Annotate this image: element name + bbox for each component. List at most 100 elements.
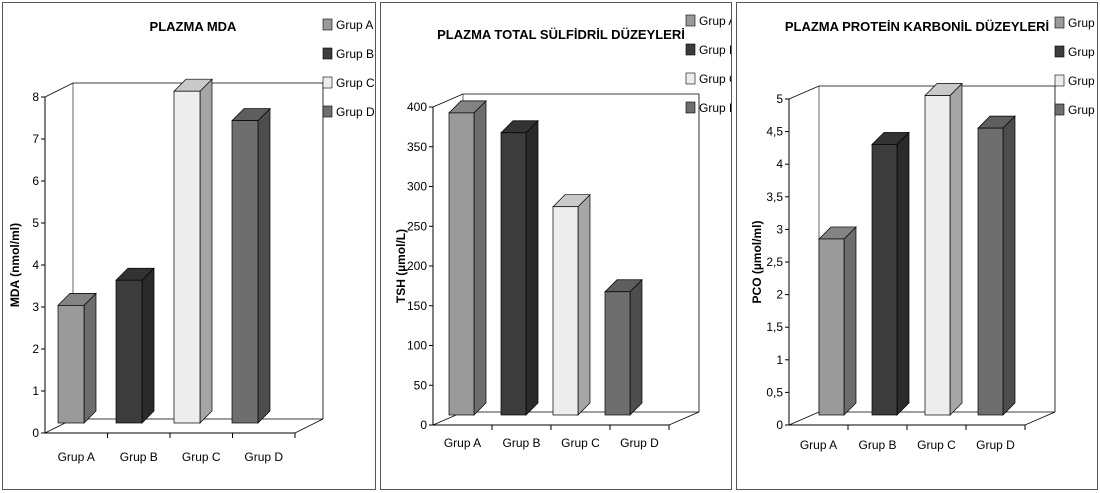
x-tick-label-grup-c: Grup C: [182, 450, 221, 464]
bar-front-face: [977, 127, 1004, 416]
bar-side-face: [199, 78, 213, 424]
bar-grup-a: [448, 100, 487, 416]
x-tick-label-grup-c: Grup C: [917, 438, 956, 452]
bar-front-face: [448, 112, 475, 416]
legend-swatch-grup-d: [322, 105, 333, 118]
legend-swatch-grup-a: [685, 14, 696, 27]
legend-label-grup-b: Grup B: [1068, 45, 1097, 59]
y-tick-label: 300: [407, 180, 427, 194]
bar-grup-c: [924, 82, 963, 416]
y-tick-label: 350: [407, 140, 427, 154]
bar-grup-c: [552, 193, 591, 416]
y-axis-label: PCO (µmol/ml): [750, 221, 764, 304]
bar-front-face: [818, 238, 845, 416]
plot-back-wall: [432, 93, 700, 412]
y-tick-label: 2: [776, 288, 783, 302]
bar-front-face: [552, 206, 579, 416]
bar-front-face: [231, 120, 259, 424]
chart-title: PLAZMA MDA: [150, 19, 238, 34]
bar-side-face: [525, 119, 539, 416]
legend-swatch-grup-b: [685, 43, 696, 56]
bar-grup-c: [173, 78, 213, 424]
x-tick-label-grup-a: Grup A: [58, 450, 95, 464]
chart-mda: 0 1 2 3 4 5 6 7 8 Grup A Grup B Grup C Grup D PLAZMA …: [8, 18, 375, 464]
bar-front-face: [871, 144, 898, 416]
bar-side-face: [843, 226, 857, 416]
legend-swatch-grup-d: [1054, 103, 1065, 116]
y-tick-label: 2: [32, 342, 39, 356]
legend-swatch-grup-c: [1054, 74, 1065, 87]
y-tick-label: 400: [407, 100, 427, 114]
bar-side-face: [141, 267, 155, 424]
bar-grup-b: [500, 119, 539, 416]
bar-side-face: [577, 193, 591, 416]
bar-grup-b: [115, 267, 155, 424]
y-tick-label: 3: [776, 222, 783, 236]
y-tick-label: 5: [776, 92, 783, 106]
bar-front-face: [604, 291, 631, 416]
y-tick-label: 5: [32, 216, 39, 230]
x-tick-label-grup-d: Grup D: [620, 436, 659, 450]
y-tick-label: 0: [420, 418, 427, 432]
y-tick-label: 3: [32, 300, 39, 314]
legend-label-grup-a: Grup A: [1068, 16, 1097, 30]
legend-label-grup-a: Grup A: [336, 18, 373, 32]
y-tick-label: 0,5: [766, 385, 783, 399]
y-tick-label: 100: [407, 339, 427, 353]
bar-grup-a: [818, 226, 857, 416]
legend-label-grup-d: Grup D: [699, 101, 731, 115]
bar-side-face: [1002, 115, 1016, 416]
bar-grup-b: [871, 131, 910, 416]
y-tick-label: 1,5: [766, 320, 783, 334]
y-axis-label: TSH (µmol/L): [394, 229, 408, 303]
legend-label-grup-c: Grup C: [1068, 74, 1097, 88]
legend-swatch-grup-c: [685, 72, 696, 85]
x-tick-label-grup-d: Grup D: [976, 438, 1015, 452]
x-tick-label-grup-d: Grup D: [244, 450, 283, 464]
y-tick-label: 6: [32, 174, 39, 188]
legend-swatch-grup-a: [322, 18, 333, 31]
y-tick-label: 200: [407, 259, 427, 273]
y-tick-label: 4,5: [766, 125, 783, 139]
x-tick-label-grup-b: Grup B: [858, 438, 896, 452]
legend-label-grup-a: Grup A: [699, 14, 731, 28]
y-tick-label: 2,5: [766, 255, 783, 269]
bar-side-face: [896, 131, 910, 416]
legend: Grup A Grup B Grup C Grup D: [1054, 16, 1097, 117]
legend-label-grup-b: Grup B: [699, 43, 731, 57]
legend-label-grup-c: Grup C: [699, 72, 731, 86]
x-tick-label-grup-b: Grup B: [502, 436, 540, 450]
bar-grup-d: [977, 115, 1016, 416]
bar-grup-a: [57, 292, 97, 424]
y-tick-label: 7: [32, 132, 39, 146]
legend-label-grup-b: Grup B: [336, 47, 374, 61]
x-tick-label-grup-a: Grup A: [800, 438, 837, 452]
bar-side-face: [257, 107, 271, 424]
chart-panel-mda: 0 1 2 3 4 5 6 7 8 Grup A Grup B Grup C Grup D PLAZMA …: [2, 2, 376, 490]
legend-swatch-grup-c: [322, 76, 333, 89]
bar-side-face: [949, 82, 963, 416]
bar-front-face: [115, 279, 143, 424]
bar-front-face: [924, 95, 951, 416]
bar-side-face: [83, 292, 97, 424]
bar-front-face: [173, 90, 201, 424]
y-tick-label: 150: [407, 299, 427, 313]
y-tick-label: 0: [776, 418, 783, 432]
legend-swatch-grup-b: [1054, 45, 1065, 58]
legend: Grup A Grup B Grup C Grup D: [322, 18, 375, 119]
legend-label-grup-d: Grup D: [336, 105, 375, 119]
y-tick-label: 3,5: [766, 190, 783, 204]
bar-front-face: [57, 305, 85, 424]
legend-swatch-grup-d: [685, 101, 696, 114]
legend-swatch-grup-a: [1054, 16, 1065, 29]
bar-side-face: [629, 278, 643, 416]
y-tick-label: 4: [32, 258, 39, 272]
chart-title: PLAZMA TOTAL SÜLFİDRİL DÜZEYLERİ: [437, 27, 685, 42]
legend-label-grup-c: Grup C: [336, 76, 375, 90]
chart-title: PLAZMA PROTEİN KARBONİL DÜZEYLERİ: [785, 19, 1049, 34]
y-axis-label: MDA (nmol/ml): [8, 223, 22, 307]
y-tick-label: 0: [32, 426, 39, 440]
bar-front-face: [500, 132, 527, 416]
